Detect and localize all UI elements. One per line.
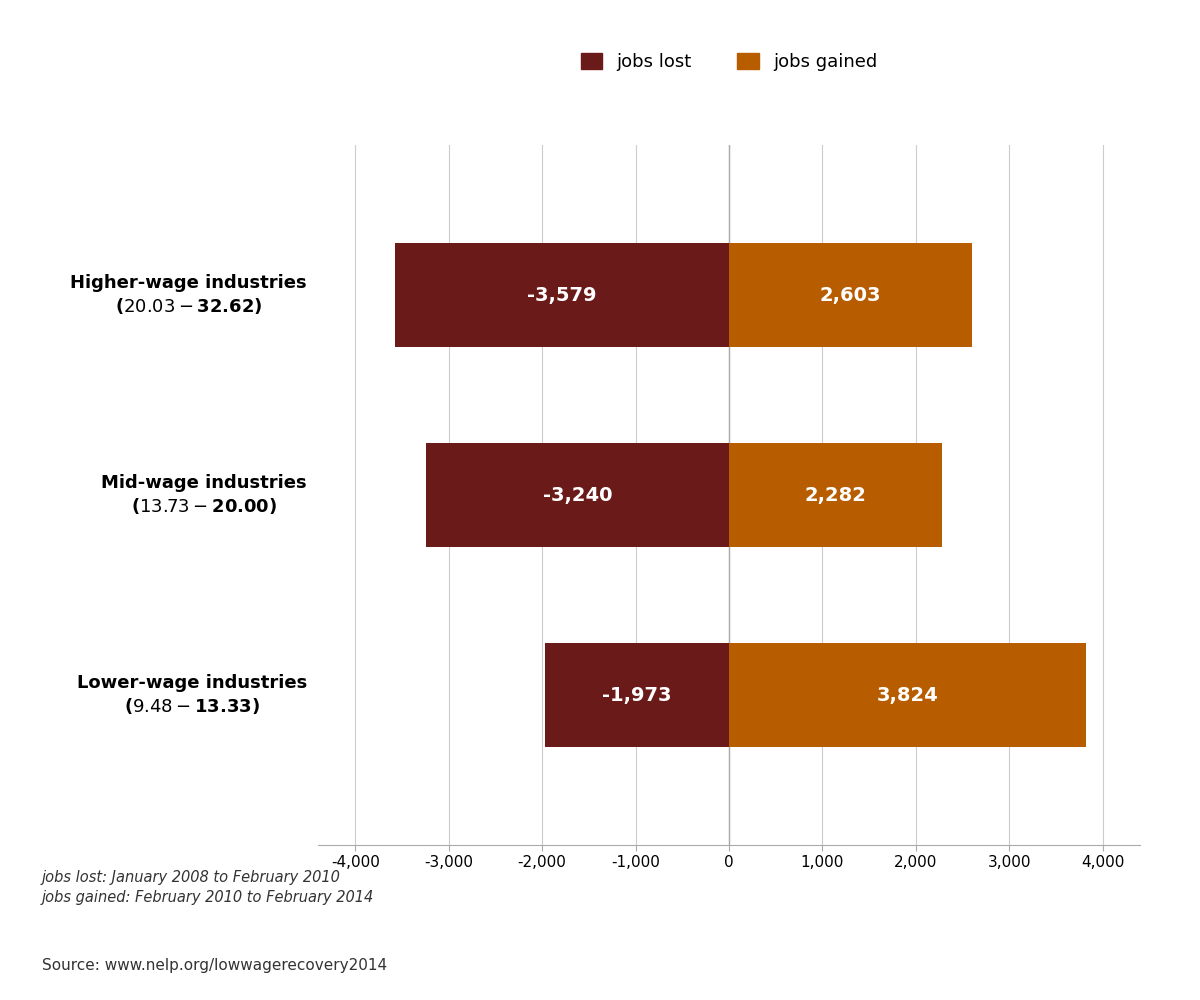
Bar — [730, 243, 972, 347]
Text: -1,973: -1,973 — [602, 686, 672, 704]
Bar — [426, 443, 730, 547]
Legend: jobs lost, jobs gained: jobs lost, jobs gained — [574, 46, 884, 78]
Text: Source: www.nelp.org/lowwagerecovery2014: Source: www.nelp.org/lowwagerecovery2014 — [42, 958, 388, 973]
Bar — [730, 643, 1086, 747]
Bar — [730, 443, 942, 547]
Text: 2,282: 2,282 — [805, 486, 866, 504]
Text: -3,579: -3,579 — [527, 286, 596, 304]
Text: 2,603: 2,603 — [820, 286, 881, 304]
Text: jobs lost: January 2008 to February 2010: jobs lost: January 2008 to February 2010 — [42, 870, 341, 885]
Text: Net Change in Private Sector Employment (in thousands): Net Change in Private Sector Employment … — [262, 30, 938, 54]
Text: 3,824: 3,824 — [877, 686, 938, 704]
Text: -3,240: -3,240 — [542, 486, 612, 504]
Bar — [545, 643, 730, 747]
Bar — [395, 243, 730, 347]
Text: jobs gained: February 2010 to February 2014: jobs gained: February 2010 to February 2… — [42, 890, 374, 905]
